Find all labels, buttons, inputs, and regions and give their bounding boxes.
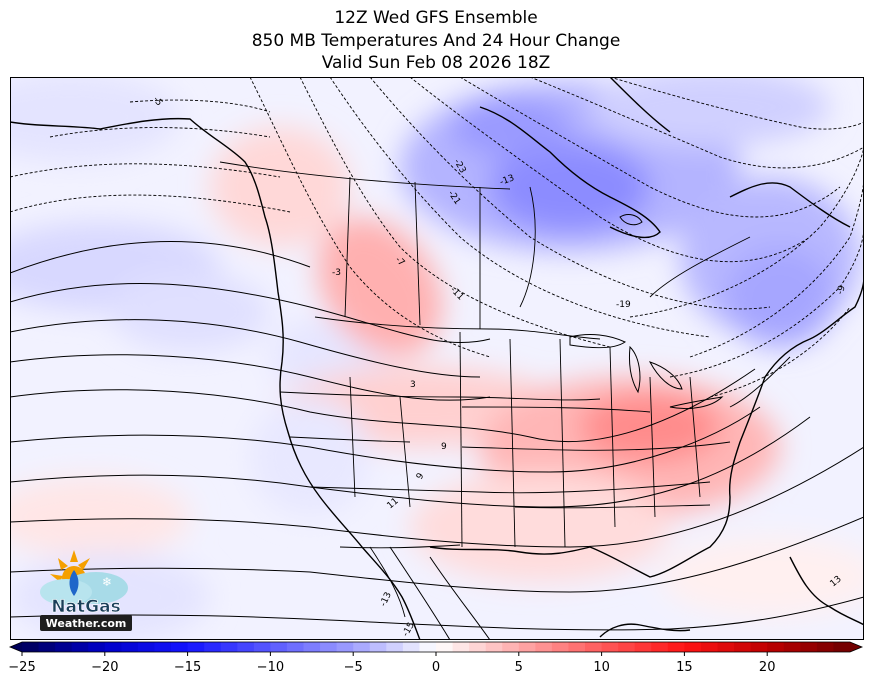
- colorbar-tick-label: 20: [759, 660, 776, 675]
- colorbar-cell: [253, 642, 271, 652]
- colorbar-tick-label: 0: [432, 660, 440, 675]
- colorbar-cell: [601, 642, 619, 652]
- colorbar-cell: [187, 642, 205, 652]
- colorbar-tick-label: 15: [676, 660, 693, 675]
- contour-label: 9: [415, 471, 427, 481]
- colorbar-tick-label: −15: [174, 660, 201, 675]
- colorbar-cell: [386, 642, 404, 652]
- colorbar-cell: [22, 642, 40, 652]
- colorbar-cell: [55, 642, 73, 652]
- contour-label: 3: [410, 380, 416, 390]
- colorbar-cell: [750, 642, 768, 652]
- colorbar-cell: [104, 642, 122, 652]
- colorbar-tick-label: −20: [91, 660, 118, 675]
- contour-label: -13: [499, 173, 516, 187]
- colorbar: −25 −20 −15 −10 −5 0 5 10 15 20: [8, 641, 864, 675]
- contour-label: -9: [835, 284, 848, 296]
- colorbar-cell: [171, 642, 189, 652]
- colorbar-cell: [535, 642, 553, 652]
- colorbar-cell: [800, 642, 818, 652]
- colorbar-cell: [320, 642, 338, 652]
- colorbar-cell: [270, 642, 288, 652]
- colorbar-min-arrow: [10, 642, 22, 652]
- map-frame: [10, 77, 864, 640]
- colorbar-cell: [369, 642, 387, 652]
- colorbar-cell: [585, 642, 603, 652]
- colorbar-cell: [237, 642, 255, 652]
- colorbar-cell: [568, 642, 586, 652]
- svg-text:❄: ❄: [102, 575, 112, 589]
- title-line-3: Valid Sun Feb 08 2026 18Z: [321, 53, 551, 73]
- colorbar-cell: [419, 642, 437, 652]
- colorbar-tick-label: −25: [8, 660, 35, 675]
- colorbar-cell: [684, 642, 702, 652]
- colorbar-cell: [717, 642, 735, 652]
- colorbar-cell: [502, 642, 520, 652]
- colorbar-tick-label: 10: [593, 660, 610, 675]
- colorbar-cell: [734, 642, 752, 652]
- colorbar-cell: [436, 642, 454, 652]
- colorbar-cell: [651, 642, 669, 652]
- colorbar-cell: [137, 642, 155, 652]
- colorbar-cell: [667, 642, 685, 652]
- contour-label: 9: [441, 442, 447, 452]
- colorbar-cell: [88, 642, 106, 652]
- colorbar-cell: [634, 642, 652, 652]
- colorbar-cell: [485, 642, 503, 652]
- dashed-contours: [10, 77, 864, 398]
- colorbar-cell: [402, 642, 420, 652]
- colorbar-cell: [71, 642, 89, 652]
- colorbar-tick-label: −10: [257, 660, 284, 675]
- natgas-logo: ❄ NatGas Weather.com: [36, 548, 136, 636]
- title-line-2: 850 MB Temperatures And 24 Hour Change: [251, 31, 621, 51]
- great-lakes: [569, 214, 724, 410]
- colorbar-cell: [469, 642, 487, 652]
- borders: [219, 161, 791, 618]
- colorbar-cell: [833, 642, 851, 652]
- title-line-1: 12Z Wed GFS Ensemble: [334, 8, 538, 28]
- logo-top-text: NatGas: [51, 597, 120, 617]
- colorbar-cell: [154, 642, 172, 652]
- coastlines: [10, 77, 864, 640]
- solid-contours: [10, 241, 864, 640]
- sun-snowflake-flame-icon: ❄ NatGas Weather.com: [40, 550, 132, 631]
- colorbar-cell: [286, 642, 305, 652]
- colorbar-tick-label: 5: [515, 660, 523, 675]
- colorbar-cell: [121, 642, 139, 652]
- colorbar-cell: [303, 642, 321, 652]
- colorbar-cell: [336, 642, 354, 652]
- colorbar-cell: [816, 642, 834, 652]
- colorbar-cell: [38, 642, 56, 652]
- colorbar-cell: [700, 642, 719, 652]
- colorbar-max-arrow: [850, 642, 862, 652]
- colorbar-tick-label: −5: [344, 660, 363, 675]
- colorbar-cell: [204, 642, 222, 652]
- colorbar-cell: [518, 642, 536, 652]
- logo-bottom-text: Weather.com: [46, 617, 127, 630]
- contour-label: -19: [616, 300, 631, 310]
- temperature-change-map: -23 -21 -19 -13 -11 -7 -3 3 9 9 11 13 -1…: [10, 77, 864, 640]
- colorbar-cell: [767, 642, 785, 652]
- colorbar-cell: [353, 642, 371, 652]
- colorbar-cell: [783, 642, 801, 652]
- contour-label: -3: [332, 268, 341, 278]
- colorbar-cell: [618, 642, 636, 652]
- colorbar-cell: [220, 642, 238, 652]
- colorbar-cell: [551, 642, 569, 652]
- colorbar-cell: [452, 642, 470, 652]
